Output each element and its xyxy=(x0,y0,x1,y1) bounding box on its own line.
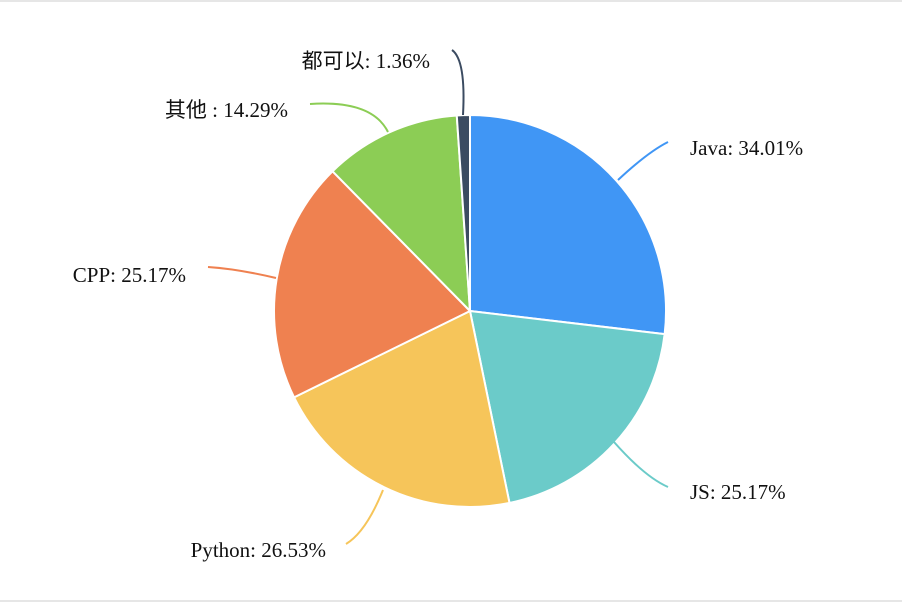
label-leader-line-1 xyxy=(613,441,669,488)
slice-label-1: JS: 25.17% xyxy=(690,480,786,504)
slice-label-5: 都可以: 1.36% xyxy=(302,49,430,73)
pie-slice-4[interactable] xyxy=(331,114,471,312)
label-leader-line-4 xyxy=(309,102,389,133)
label-leader-line-0 xyxy=(617,141,669,181)
slice-label-0: Java: 34.01% xyxy=(690,136,803,160)
label-leader-line-3 xyxy=(207,266,277,279)
label-leader-line-2 xyxy=(345,489,384,545)
pie-slice-2[interactable] xyxy=(293,310,511,508)
slice-label-2: Python: 26.53% xyxy=(191,538,326,562)
pie-slice-0[interactable] xyxy=(469,114,668,336)
slice-label-4: 其他 : 14.29% xyxy=(165,98,288,122)
slice-label-3: CPP: 25.17% xyxy=(73,263,186,287)
pie-slice-5[interactable] xyxy=(455,114,471,312)
label-leader-line-5 xyxy=(451,49,465,116)
pie-slice-3[interactable] xyxy=(273,170,471,399)
